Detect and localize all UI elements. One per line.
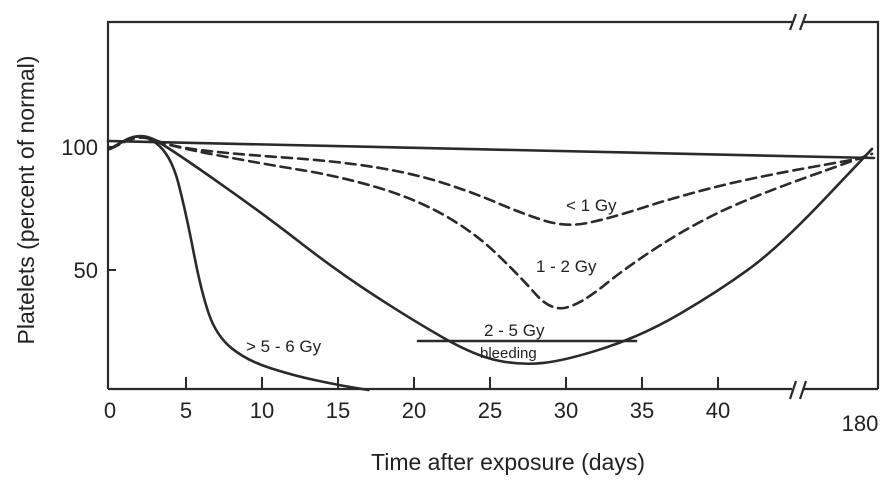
curve-1-2-gy — [108, 136, 874, 310]
x-axis-title: Time after exposure (days) — [371, 449, 645, 475]
axis-break-top — [788, 13, 808, 31]
x-tick-label-10: 10 — [250, 398, 274, 423]
y-tick-label-50: 50 — [74, 258, 98, 283]
axis-break-bottom — [788, 380, 808, 400]
curve-2-5-gy — [108, 134, 874, 366]
x-tick-label-30: 30 — [554, 398, 578, 423]
plot-frame — [106, 13, 880, 400]
y-axis-title: Platelets (percent of normal) — [13, 56, 39, 345]
x-tick-label-35: 35 — [630, 398, 654, 423]
label-less-than-1-gy: < 1 Gy — [566, 196, 617, 215]
curves — [108, 134, 874, 392]
curve-greater-5-6-gy — [108, 135, 370, 392]
label-2-5-gy: 2 - 5 Gy — [484, 321, 545, 340]
x-tick-label-20: 20 — [402, 398, 426, 423]
label-1-2-gy: 1 - 2 Gy — [536, 257, 597, 276]
y-tick-label-100: 100 — [61, 135, 98, 160]
x-tick-label-0: 0 — [104, 398, 116, 423]
labels: < 1 Gy 1 - 2 Gy 2 - 5 Gy > 5 - 6 Gy bleeding — [246, 196, 638, 362]
x-tick-label-15: 15 — [326, 398, 350, 423]
frame-right — [804, 20, 880, 389]
x-tick-label-5: 5 — [180, 398, 192, 423]
reference-line-100 — [106, 139, 876, 160]
x-tick-label-25: 25 — [478, 398, 502, 423]
x-tick-label-40: 40 — [706, 398, 730, 423]
frame-left-top — [106, 20, 792, 389]
tick-marks: 0 5 10 15 20 25 30 35 40 180 100 50 — [61, 135, 878, 436]
label-bleeding: bleeding — [480, 345, 537, 362]
label-greater-5-6-gy: > 5 - 6 Gy — [246, 337, 322, 356]
x-tick-label-180: 180 — [842, 411, 879, 436]
